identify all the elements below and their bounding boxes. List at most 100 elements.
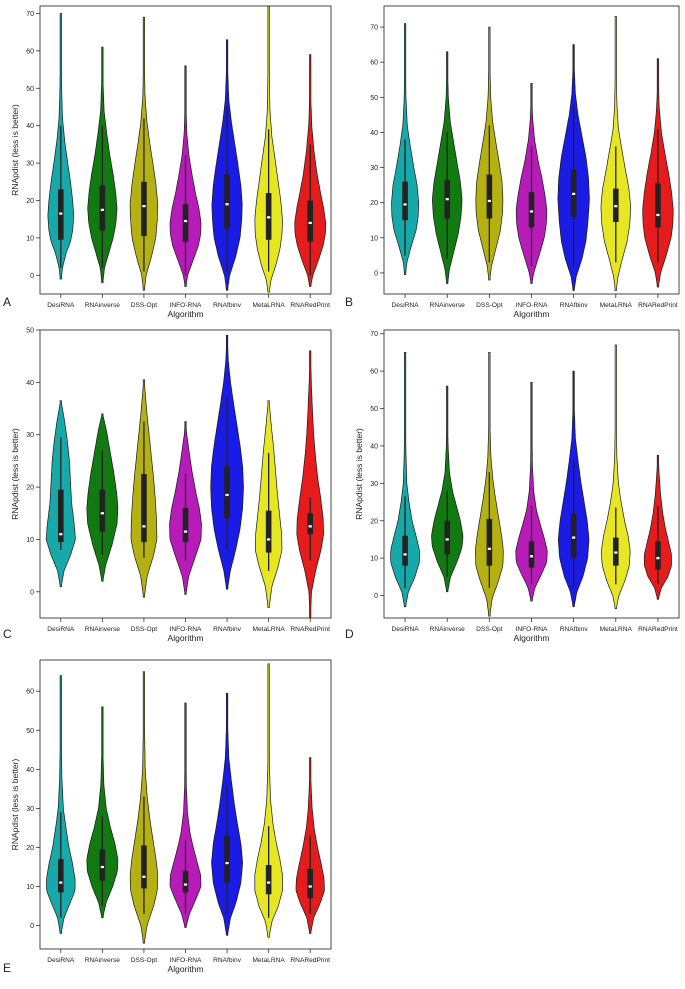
y-tick-label: 0 bbox=[30, 923, 34, 930]
violin-metalrna bbox=[254, 663, 283, 938]
violin-median bbox=[225, 203, 229, 206]
violin-median bbox=[183, 530, 188, 533]
x-category-label: DesiRNA bbox=[392, 302, 420, 309]
violin-info-rna bbox=[169, 702, 202, 928]
y-tick-label: 0 bbox=[30, 589, 34, 596]
x-category-label: DesiRNA bbox=[47, 957, 75, 964]
y-tick-label: 20 bbox=[370, 518, 378, 525]
x-category-label: DSS-Opt bbox=[476, 302, 503, 309]
plot-frame bbox=[383, 329, 680, 619]
violin-rnainverse bbox=[86, 413, 119, 582]
violin-median bbox=[656, 557, 660, 560]
violin-rnaredprint bbox=[296, 350, 324, 619]
y-tick-label: 50 bbox=[26, 728, 34, 735]
violin-median bbox=[308, 221, 312, 225]
violin-median bbox=[308, 525, 312, 528]
panel-letter: B bbox=[345, 295, 353, 309]
violin-rnafbinv bbox=[211, 39, 243, 291]
violin-iqr-box bbox=[528, 541, 535, 568]
violin-rnainverse bbox=[432, 51, 463, 284]
violin-median bbox=[445, 198, 449, 201]
x-category-label: RNAfbinv bbox=[213, 626, 242, 633]
x-category-label: RNARedPrint bbox=[638, 302, 678, 309]
y-axis-label: RNApdist (less is better) bbox=[10, 759, 20, 851]
violin-median bbox=[614, 551, 618, 554]
violin-rnaredprint bbox=[642, 58, 674, 288]
violin-median bbox=[308, 885, 312, 888]
violin-iqr-box bbox=[141, 474, 147, 543]
violin-info-rna bbox=[515, 382, 548, 602]
violin-metalrna bbox=[600, 16, 631, 291]
violin-body bbox=[296, 350, 324, 619]
violin-iqr-box bbox=[141, 181, 147, 237]
y-tick-label: 30 bbox=[26, 161, 34, 168]
violin-iqr-box bbox=[141, 845, 147, 889]
y-tick-label: 60 bbox=[370, 369, 378, 376]
violin-median bbox=[225, 861, 229, 865]
violin-median bbox=[267, 881, 271, 884]
x-category-label: DSS-Opt bbox=[476, 626, 503, 633]
x-axis-label: Algorithm bbox=[168, 964, 204, 974]
violin-iqr-box bbox=[57, 489, 64, 543]
violin-rnafbinv bbox=[557, 370, 590, 608]
violin-iqr-box bbox=[182, 508, 189, 543]
x-category-label: RNAfbinv bbox=[213, 957, 242, 964]
violin-iqr-box bbox=[224, 835, 230, 883]
violin-dss-opt bbox=[129, 671, 159, 944]
x-category-label: DSS-Opt bbox=[131, 626, 158, 633]
violin-median bbox=[487, 547, 491, 550]
violin-iqr-box bbox=[402, 535, 408, 566]
y-tick-label: 70 bbox=[370, 331, 378, 338]
violin-dss-opt bbox=[129, 16, 159, 291]
y-tick-label: 30 bbox=[370, 481, 378, 488]
violin-desirna bbox=[46, 675, 76, 934]
violin-iqr-box bbox=[486, 518, 493, 566]
violin-rnaredprint bbox=[294, 54, 327, 287]
x-category-label: DSS-Opt bbox=[131, 302, 158, 309]
violin-panel-b: 0 10 20 30 40 50 60 70 DesiRNA RNAinverse DSS-Opt I… bbox=[345, 5, 680, 319]
violin-desirna bbox=[45, 400, 76, 587]
y-tick-label: 20 bbox=[26, 845, 34, 852]
violin-body bbox=[431, 385, 464, 593]
violin-median bbox=[614, 205, 618, 208]
y-tick-label: 10 bbox=[26, 537, 34, 544]
y-tick-label: 40 bbox=[26, 767, 34, 774]
violin-rnafbinv bbox=[211, 692, 243, 936]
violin-rnaredprint bbox=[295, 757, 325, 934]
violin-median bbox=[572, 536, 576, 539]
violin-iqr-box bbox=[655, 541, 661, 570]
x-axis-label: Algorithm bbox=[168, 309, 204, 319]
violin-body bbox=[169, 702, 202, 928]
y-tick-label: 50 bbox=[26, 86, 34, 93]
violin-panel-e: 0 10 20 30 40 50 60 RNApdist (less is better) De… bbox=[3, 659, 332, 975]
x-category-label: MetaLRNA bbox=[253, 626, 286, 633]
x-category-label: RNAinverse bbox=[430, 626, 466, 633]
violin-iqr-box bbox=[265, 510, 272, 553]
y-tick-label: 30 bbox=[370, 165, 378, 172]
violin-info-rna bbox=[169, 421, 202, 595]
violin-iqr-box bbox=[655, 183, 661, 228]
violin-median bbox=[59, 212, 63, 215]
violin-rnafbinv bbox=[557, 44, 590, 291]
y-tick-label: 70 bbox=[26, 11, 34, 18]
x-category-label: RNAinverse bbox=[430, 302, 466, 309]
panel-letter: E bbox=[3, 961, 11, 975]
violin-iqr-box bbox=[99, 849, 106, 881]
panel-letter: D bbox=[345, 627, 354, 641]
y-tick-label: 20 bbox=[26, 198, 34, 205]
violin-iqr-box bbox=[307, 200, 314, 242]
x-category-label: DesiRNA bbox=[47, 626, 75, 633]
violin-median bbox=[183, 219, 188, 223]
y-tick-label: 60 bbox=[370, 60, 378, 67]
violin-median bbox=[100, 865, 104, 869]
violin-median bbox=[572, 192, 576, 196]
x-axis-label: Algorithm bbox=[168, 633, 204, 643]
violin-median bbox=[100, 512, 104, 515]
violin-median bbox=[656, 213, 660, 217]
x-category-label: DesiRNA bbox=[47, 302, 75, 309]
y-tick-label: 30 bbox=[26, 432, 34, 439]
violin-iqr-box bbox=[99, 489, 106, 532]
violin-info-rna bbox=[169, 65, 202, 287]
